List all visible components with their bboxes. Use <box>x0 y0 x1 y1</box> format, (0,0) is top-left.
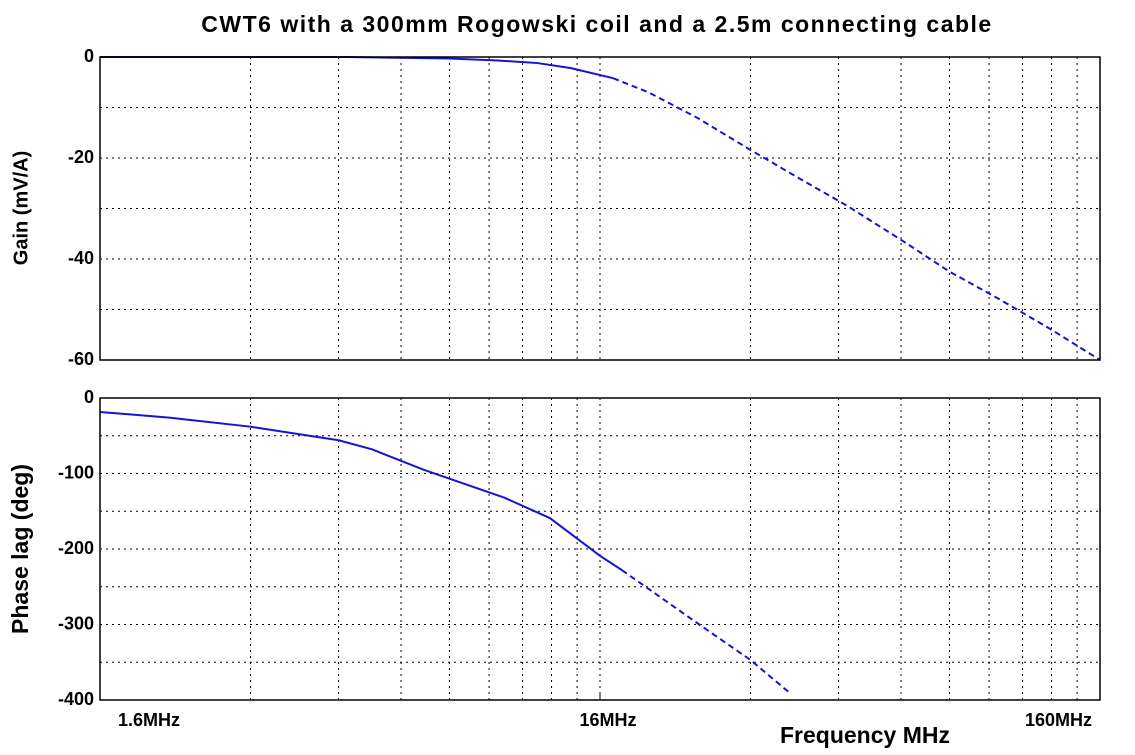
series-line <box>100 56 614 80</box>
y-axis-label: Phase lag (deg) <box>7 464 33 634</box>
y-axis-label: Gain (mV/A) <box>10 151 32 265</box>
y-tick-label: -200 <box>58 538 94 558</box>
y-tick-label: 0 <box>84 387 94 407</box>
y-tick-label: -400 <box>58 689 94 709</box>
y-tick-label: -300 <box>58 613 94 633</box>
x-axis-label: Frequency MHz <box>780 722 950 748</box>
series-line <box>621 569 791 694</box>
x-tick-label: 1.6MHz <box>118 710 180 730</box>
y-tick-label: -20 <box>68 147 94 167</box>
y-tick-label: -60 <box>68 349 94 369</box>
series-line <box>99 410 623 571</box>
chart-title: CWT6 with a 300mm Rogowski coil and a 2.… <box>201 11 992 37</box>
y-tick-label: -40 <box>68 248 94 268</box>
y-tick-label: 0 <box>84 46 94 66</box>
y-tick-label: -100 <box>58 462 94 482</box>
plot-frame <box>99 56 1101 361</box>
x-tick-label: 160MHz <box>1025 710 1092 730</box>
x-tick-label: 16MHz <box>579 710 636 730</box>
plot-frame <box>99 397 1101 701</box>
series-line <box>612 77 1101 361</box>
